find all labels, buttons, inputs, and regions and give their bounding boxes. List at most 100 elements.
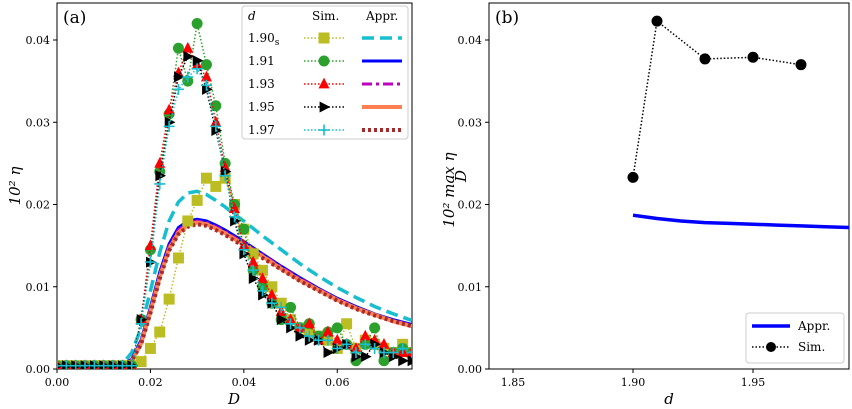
sim-marker-plus — [200, 79, 212, 91]
sim-marker-plus — [387, 347, 399, 359]
b-appr-line — [632, 213, 850, 230]
sim-marker-triangle-right — [183, 50, 195, 62]
b-x-tick-label: 1.95 — [741, 376, 766, 389]
sim-marker-triangle-right — [351, 351, 363, 363]
sim-marker-circle — [369, 322, 381, 334]
sim-marker-triangle-right — [295, 330, 307, 342]
panel-a: (a) 0.00 0.02 0.04 0.06 0.000.010.020.030.0… — [6, 2, 413, 408]
sim-marker-plus — [70, 360, 82, 369]
legend-row-d-label: 1.93 — [248, 77, 275, 91]
a-x-tick-label: 0.06 — [325, 376, 350, 389]
sim-marker-triangle-right — [319, 101, 331, 113]
b-sim-point — [699, 53, 711, 65]
panel-a-plot-area — [57, 18, 412, 369]
sim-marker-triangle-right — [108, 360, 120, 369]
sim-marker-plus — [397, 342, 409, 354]
sim-marker-triangle-right — [407, 355, 412, 367]
sim-marker-triangle-up — [303, 317, 315, 329]
b-y-tick-label: 0.04 — [458, 34, 483, 47]
sim-marker-plus — [107, 360, 119, 369]
panel-a-simulation-series — [57, 18, 412, 369]
sim-marker-plus — [163, 120, 175, 132]
b-sim-point — [627, 171, 639, 183]
sim-marker-circle — [200, 59, 212, 71]
legend-b-appr-label: Appr. — [797, 319, 830, 333]
sim-marker-triangle-right — [360, 351, 372, 363]
sim-marker-triangle-right — [80, 360, 92, 369]
sim-marker-triangle-right — [398, 355, 409, 367]
a-y-tick-label: 0.03 — [26, 116, 51, 129]
sim-marker-square — [191, 194, 203, 206]
sim-marker-circle — [210, 100, 222, 112]
sim-marker-plus — [144, 256, 156, 268]
sim-marker-triangle-right — [117, 360, 129, 369]
b-y-tick-label: 0.01 — [458, 281, 483, 294]
sim-marker-circle — [318, 55, 330, 67]
sim-marker-circle — [285, 301, 297, 313]
sim-marker-plus — [182, 71, 194, 83]
legend-header-d: d — [248, 9, 256, 23]
sim-marker-square — [318, 32, 330, 44]
a-y-tick-label: 0.01 — [26, 281, 51, 294]
a-x-tick-label: 0.04 — [232, 376, 257, 389]
sim-marker-square — [266, 281, 278, 293]
sim-marker-triangle-up — [359, 329, 371, 341]
legend-row-appr-dot — [380, 105, 384, 109]
sim-marker-plus — [135, 318, 147, 330]
sim-marker-square — [341, 318, 353, 330]
sim-marker-plus — [331, 342, 343, 354]
sim-marker-plus — [219, 170, 231, 182]
legend-header-sim: Sim. — [312, 9, 339, 23]
panel-a-label: (a) — [63, 8, 86, 28]
sim-marker-triangle-up — [378, 338, 390, 349]
sim-marker-triangle-up — [247, 255, 259, 267]
sim-marker-plus — [257, 285, 269, 297]
sim-marker-circle — [172, 42, 184, 54]
panel-a-y-axis-label: 10² η — [6, 167, 24, 206]
sim-marker-triangle-up — [318, 77, 330, 89]
sim-marker-triangle-right — [370, 338, 381, 350]
sim-marker-triangle-up — [200, 70, 212, 82]
sim-marker-triangle-right — [61, 360, 73, 369]
b-sim-point — [651, 15, 663, 27]
sim-marker-plus — [359, 338, 371, 350]
sim-marker-plus — [275, 301, 287, 313]
sim-marker-triangle-right — [99, 360, 111, 369]
panel-b-x-axis-label: d — [664, 390, 674, 408]
sim-marker-triangle-up — [331, 333, 343, 345]
sim-marker-triangle-right — [323, 347, 335, 359]
appr-curve-line — [57, 222, 412, 368]
sim-marker-plus — [369, 342, 381, 354]
appr-curve-line — [57, 189, 412, 368]
sim-marker-plus — [247, 264, 259, 276]
sim-marker-plus — [341, 338, 353, 350]
b-x-tick-label: 1.85 — [501, 376, 526, 389]
sim-marker-plus — [266, 297, 278, 309]
b-x-tick-label: 1.90 — [621, 376, 646, 389]
legend-row-d-label: 1.97 — [248, 123, 275, 137]
sim-marker-square — [182, 215, 194, 227]
sim-marker-plus — [88, 360, 100, 369]
legend-row-d-label: 1.91 — [248, 54, 275, 68]
legend-header-appr: Appr. — [365, 9, 398, 23]
panel-b-y-ticks: 0.00 0.01 0.02 0.03 0.04 — [458, 34, 489, 376]
sim-marker-plus — [322, 334, 334, 346]
b-sim-point — [795, 59, 807, 71]
panel-b-legend: Appr. Sim. — [745, 312, 845, 364]
b-sim-point — [747, 51, 759, 63]
panel-a-legend: d Sim. Appr. 1.90s 1.91 1.93 1.95 1.97 — [241, 5, 409, 140]
panel-a-x-axis-label: D — [227, 390, 240, 408]
sim-marker-plus — [318, 124, 330, 136]
sim-marker-triangle-up — [257, 272, 269, 283]
panel-b-label: (b) — [495, 8, 519, 28]
panel-a-frame — [56, 2, 413, 370]
sim-marker-plus — [406, 347, 412, 359]
sim-marker-square — [163, 293, 175, 305]
sim-marker-plus — [172, 83, 184, 95]
sim-marker-triangle-right — [248, 273, 260, 285]
sim-marker-plus — [126, 360, 138, 369]
sim-marker-plus — [191, 63, 203, 75]
sim-marker-triangle-up — [406, 346, 412, 357]
panel-a-y-ticks: 0.00 0.01 0.02 0.03 0.04 — [26, 34, 57, 376]
sim-marker-triangle-right — [174, 71, 185, 83]
